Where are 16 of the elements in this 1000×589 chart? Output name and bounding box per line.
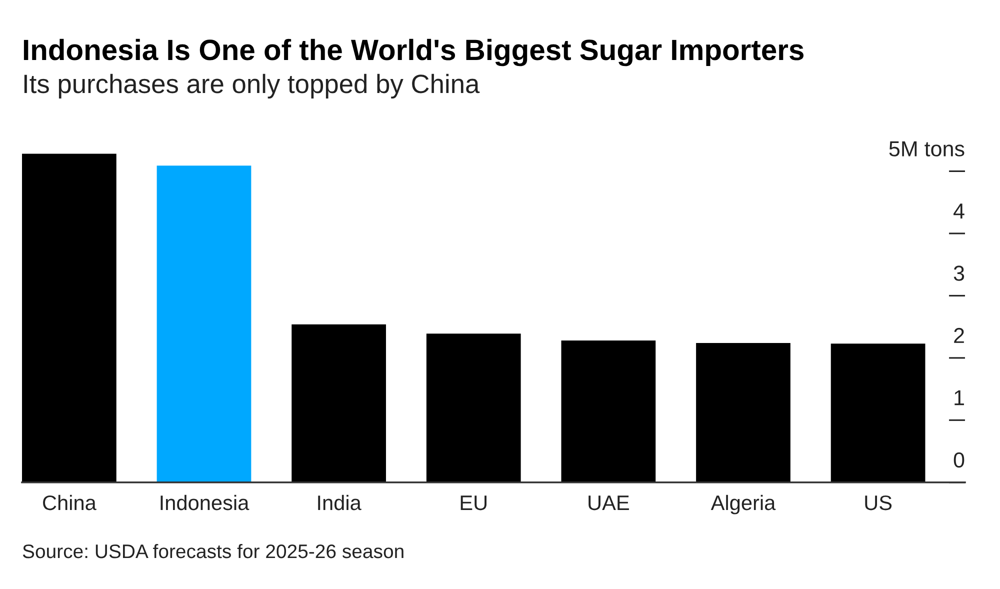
y-tick-label: 5M tons xyxy=(889,141,964,156)
y-tick-label: 3 xyxy=(954,266,964,281)
y-tick-label: 4 xyxy=(954,204,964,218)
y-tick-label: 1 xyxy=(954,390,964,406)
y-tick-label: 2 xyxy=(954,328,964,343)
chart-title: Indonesia Is One of the World's Biggest Sugar Importers xyxy=(24,38,804,66)
chart-subtitle: Its purchases are only topped by China xyxy=(24,74,480,98)
y-tick-label: 0 xyxy=(954,452,964,468)
x-tick-label: EU xyxy=(460,496,486,510)
x-tick-label: US xyxy=(865,495,892,510)
x-tick-label: UAE xyxy=(588,496,629,510)
source-note: Source: USDA forecasts for 2025-26 season xyxy=(22,544,404,558)
x-tick-label: Algeria xyxy=(710,494,776,514)
x-tick-label: Indonesia xyxy=(160,494,250,510)
x-tick-label: China xyxy=(43,494,96,510)
x-tick-label: India xyxy=(318,494,362,510)
